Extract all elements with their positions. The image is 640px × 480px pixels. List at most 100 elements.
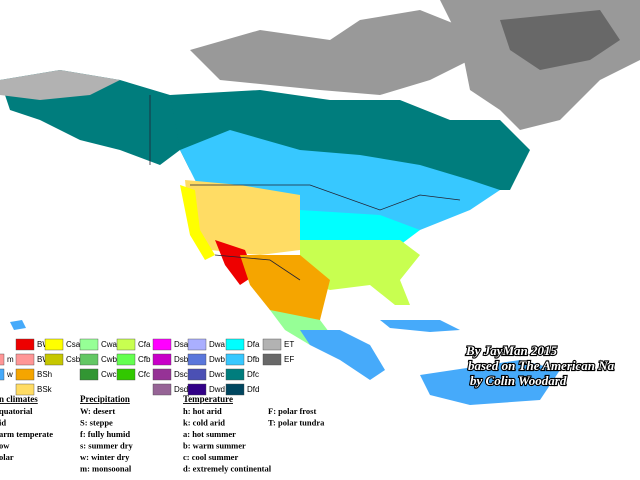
- legend-swatch: [262, 353, 282, 366]
- legend-label: Dfb: [247, 355, 260, 364]
- legend-label: Dfc: [247, 370, 259, 379]
- legend-swatch: [187, 368, 207, 381]
- legend-swatch: [152, 368, 172, 381]
- legend-swatch: [225, 338, 245, 351]
- legend-label: Dsd: [174, 385, 188, 394]
- greenland-ice: [500, 10, 620, 70]
- legend-label: BSh: [37, 370, 52, 379]
- legend-swatch: [152, 383, 172, 396]
- landmass: [0, 0, 640, 405]
- legend-label: Dwb: [209, 355, 226, 364]
- legend-label: Dfa: [247, 340, 260, 349]
- legend-swatch: [0, 368, 5, 381]
- legend-swatch: [225, 368, 245, 381]
- legend-label: ET: [284, 340, 294, 349]
- us-southeast: [300, 240, 420, 305]
- legend-label: Dfd: [247, 385, 259, 394]
- us-west: [185, 180, 300, 255]
- legend-swatch: [116, 353, 136, 366]
- desert: [215, 240, 255, 285]
- legend-label: Dwd: [209, 385, 225, 394]
- legend-swatch: [15, 353, 35, 366]
- credit-line: by Colin Woodard: [470, 373, 567, 388]
- key-item: b: warm summer: [183, 440, 246, 450]
- key-item: quatorial: [0, 406, 33, 416]
- legend-swatch: [262, 338, 282, 351]
- legend-label: Csa: [66, 340, 81, 349]
- canada-north: [170, 90, 530, 190]
- legend-label: Cwc: [101, 370, 117, 379]
- legend: BWhCsaCwaCfaDsaDwaDfaETmBWkCsbCwbCfbDsbD…: [0, 338, 294, 396]
- legend-swatch: [79, 338, 99, 351]
- key-item: id: [0, 417, 6, 427]
- key-item: F: polar frost: [268, 406, 316, 416]
- legend-label: EF: [284, 355, 294, 364]
- legend-swatch: [116, 368, 136, 381]
- legend-swatch: [187, 338, 207, 351]
- key-item: ow: [0, 440, 10, 450]
- key-heading: n climates: [0, 394, 38, 404]
- key-item: W: desert: [80, 406, 115, 416]
- borders: [149, 95, 461, 281]
- key-item: olar: [0, 452, 14, 462]
- caribbean: [380, 320, 460, 332]
- legend-label: Dsb: [174, 355, 189, 364]
- legend-label: Cfb: [138, 355, 151, 364]
- key-item: T: polar tundra: [268, 417, 325, 427]
- legend-label: Dsa: [174, 340, 189, 349]
- legend-swatch: [152, 353, 172, 366]
- legend-label: Dwc: [209, 370, 225, 379]
- credit-line: By JayMan 2015: [465, 343, 558, 358]
- key-heading: Precipitation: [80, 394, 130, 404]
- legend-label: w: [6, 370, 13, 379]
- legend-label: Cfc: [138, 370, 150, 379]
- legend-swatch: [15, 368, 35, 381]
- us-canada-border: [190, 184, 461, 211]
- legend-swatch: [44, 338, 64, 351]
- legend-swatch: [225, 383, 245, 396]
- key-item: f: fully humid: [80, 429, 130, 439]
- legend-swatch: [187, 383, 207, 396]
- central-america: [300, 330, 385, 380]
- legend-swatch: [187, 353, 207, 366]
- key-item: c: cool summer: [183, 452, 238, 462]
- legend-label: Dsc: [174, 370, 188, 379]
- legend-label: Cwb: [101, 355, 118, 364]
- legend-swatch: [15, 338, 35, 351]
- key-item: d: extremely continental: [183, 463, 272, 473]
- canada-south: [180, 130, 500, 240]
- south-america: [420, 360, 560, 405]
- hawaii: [10, 320, 26, 330]
- legend-label: BSk: [37, 385, 53, 394]
- arctic-islands: [190, 10, 470, 95]
- legend-label: Cfa: [138, 340, 151, 349]
- us-midwest: [300, 210, 420, 245]
- legend-swatch: [116, 338, 136, 351]
- legend-label: Csb: [66, 355, 81, 364]
- legend-label: Dwa: [209, 340, 226, 349]
- legend-label: m: [7, 355, 14, 364]
- key-item: arm temperate: [0, 429, 53, 439]
- legend-swatch: [79, 353, 99, 366]
- mexico: [240, 255, 330, 330]
- alaska-tundra: [0, 70, 120, 100]
- key-item: m: monsoonal: [80, 463, 132, 473]
- key-item: h: hot arid: [183, 406, 222, 416]
- legend-swatch: [79, 368, 99, 381]
- credit-line: based on The American Na: [468, 358, 615, 373]
- key-item: a: hot summer: [183, 429, 236, 439]
- key-item: k: cold arid: [183, 417, 225, 427]
- us-mexico-border: [214, 254, 301, 281]
- legend-label: Cwa: [101, 340, 118, 349]
- legend-swatch: [225, 353, 245, 366]
- legend-swatch: [152, 338, 172, 351]
- key-item: s: summer dry: [80, 440, 133, 450]
- key-item: w: winter dry: [80, 452, 130, 462]
- west-coast: [180, 185, 215, 260]
- key-item: S: steppe: [80, 417, 113, 427]
- legend-swatch: [15, 383, 35, 396]
- legend-swatch: [44, 353, 64, 366]
